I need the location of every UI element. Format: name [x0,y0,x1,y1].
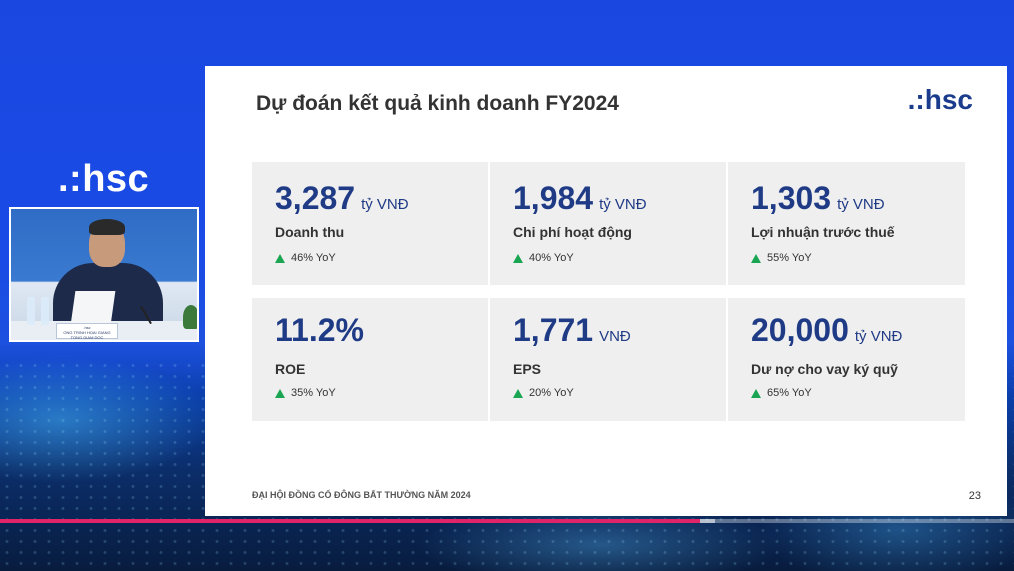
hsc-logo-slide: .:hsc [907,84,973,115]
metric-unit: tỷ VNĐ [854,328,903,345]
metric-unit: tỷ VNĐ [361,196,409,213]
metric-unit: tỷ VNĐ [837,196,885,213]
nameplate-logo: .hsc [83,325,91,330]
up-arrow-icon [275,253,285,263]
metric-yoy: 55% YoY [751,252,812,264]
metric-unit: VNĐ [599,328,631,345]
up-arrow-icon [513,388,523,398]
yoy-text: 20% YoY [529,387,574,399]
metrics-grid: 3,287 tỷ VNĐ Doanh thu 46% YoY 1,984 tỷ VN… [252,162,965,421]
page-number: 23 [968,490,981,502]
presenter-video[interactable]: .hsc ONG TRINH HOAI GIANG TONG GIAM DOC [9,207,199,342]
slide-footer: ĐẠI HỘI ĐỒNG CỔ ĐÔNG BẤT THƯỜNG NĂM 2024 [252,490,471,500]
hsc-logo-left: .:hsc [58,158,150,200]
presenter-hair [89,219,125,235]
paper-document [70,291,116,325]
metric-yoy: 20% YoY [513,387,574,399]
plant [183,305,197,329]
progress-played [0,519,700,523]
yoy-text: 35% YoY [291,387,336,399]
yoy-text: 55% YoY [767,252,812,264]
metric-unit: tỷ VNĐ [599,196,647,213]
metric-card-eps: 1,771 VNĐ EPS 20% YoY [490,298,726,421]
yoy-text: 40% YoY [529,252,574,264]
metric-value: 3,287 [275,180,356,216]
water-bottle [41,297,49,325]
nameplate-role: TONG GIAM DOC [70,335,104,340]
video-progress-bar[interactable] [0,519,1014,523]
metric-yoy: 65% YoY [751,387,812,399]
metric-label: ROE [275,361,306,377]
metric-value: 1,303 [751,180,832,216]
metric-yoy: 40% YoY [513,252,574,264]
metric-card-operating-cost: 1,984 tỷ VNĐ Chi phí hoạt động 40% YoY [490,162,726,285]
metric-value: 1,771 [513,312,594,348]
up-arrow-icon [275,388,285,398]
yoy-text: 46% YoY [291,252,336,264]
presentation-slide: Dự đoán kết quả kinh doanh FY2024 .:hsc … [205,66,1007,516]
metric-label: Dư nợ cho vay ký quỹ [751,361,898,377]
metric-yoy: 46% YoY [275,252,336,264]
up-arrow-icon [751,253,761,263]
water-bottle [27,297,35,325]
metric-label: Lợi nhuận trước thuế [751,224,895,240]
metric-value: 1,984 [513,180,594,216]
metric-value: 20,000 [751,312,849,348]
slide-title: Dự đoán kết quả kinh doanh FY2024 [256,92,619,115]
metric-card-revenue: 3,287 tỷ VNĐ Doanh thu 46% YoY [252,162,488,285]
nameplate-name: ONG TRINH HOAI GIANG [63,330,111,335]
metric-label: Chi phí hoạt động [513,224,632,240]
metric-card-pretax-profit: 1,303 tỷ VNĐ Lợi nhuận trước thuế 55% YoY [728,162,965,285]
metric-card-roe: 11.2% ROE 35% YoY [252,298,488,421]
nameplate: .hsc ONG TRINH HOAI GIANG TONG GIAM DOC [56,323,118,340]
metric-yoy: 35% YoY [275,387,336,399]
metric-label: Doanh thu [275,224,345,240]
yoy-text: 65% YoY [767,387,812,399]
metric-value: 11.2% [275,312,364,348]
metric-label: EPS [513,361,542,377]
up-arrow-icon [513,253,523,263]
metric-card-margin-lending: 20,000 tỷ VNĐ Dư nợ cho vay ký quỹ 65% Yo… [728,298,965,421]
up-arrow-icon [751,388,761,398]
progress-buffered [700,519,715,523]
